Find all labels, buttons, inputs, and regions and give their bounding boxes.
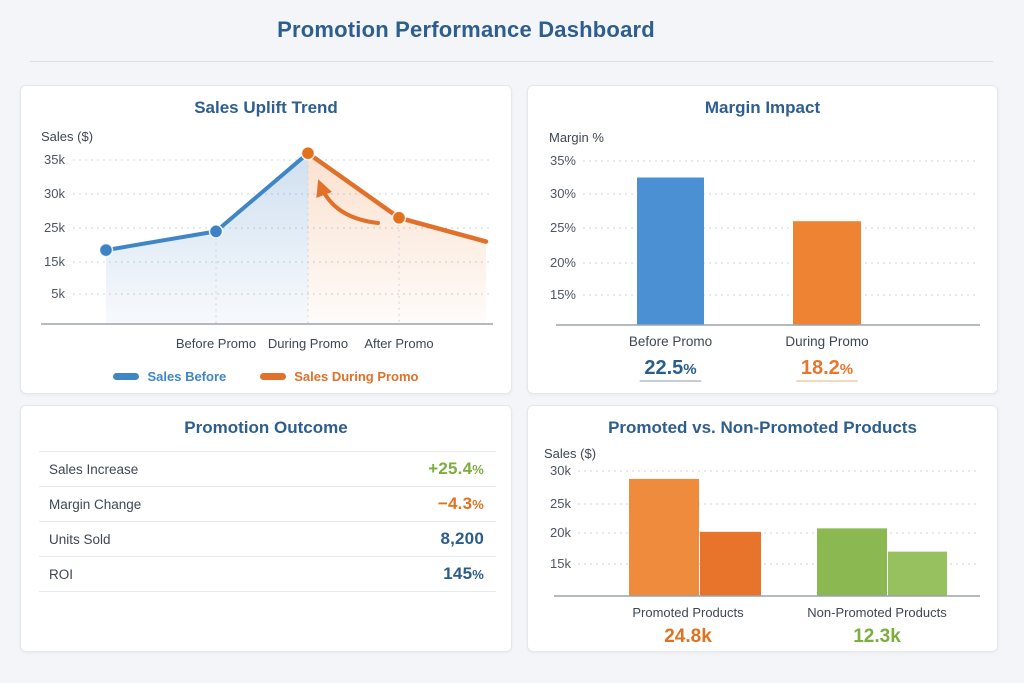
y-tick-label: 35k <box>44 152 65 167</box>
data-point <box>300 145 316 161</box>
y-tick-label: 20k <box>550 525 571 540</box>
y-tick-label: 15k <box>44 254 65 269</box>
table-row: Margin Change −4.3% <box>39 487 496 522</box>
panel-promotion-outcome: Promotion Outcome Sales Increase +25.4% Ma… <box>20 405 512 652</box>
data-point <box>391 210 407 226</box>
metric-label: ROI <box>49 566 74 582</box>
y-tick-label: 30k <box>44 186 65 201</box>
x-category-label: Before Promo <box>176 336 256 351</box>
decline-arrow-annotation <box>316 179 380 225</box>
legend-label: Sales Before <box>147 368 227 384</box>
y-tick-label: 25k <box>44 220 65 235</box>
y-axis-label-sales: Sales ($) <box>41 129 94 144</box>
y-tick-label: 15k <box>550 556 571 571</box>
x-category-label: Promoted Products <box>632 605 744 620</box>
promoted-vs-nonpromoted-bar-chart: 30k 25k 20k 15k Promoted Products 24.8k Non-Pr… <box>550 463 980 647</box>
panel-margin-impact: Margin Impact Margin % 35% 30% 25% 20% 15% Be… <box>527 85 998 394</box>
margin-impact-bar-chart: 35% 30% 25% 20% 15% Before Promo 22.5% During P… <box>550 153 980 382</box>
displayed-total-value: 24.8k <box>664 626 712 647</box>
panel-promoted-vs-nonpromoted: Promoted vs. Non-Promoted Products Sales… <box>527 405 998 652</box>
data-point <box>208 224 224 239</box>
y-tick-label: 30% <box>550 186 576 201</box>
legend-swatch <box>113 372 140 380</box>
data-point <box>98 242 114 258</box>
metric-label: Margin Change <box>49 496 142 512</box>
outcome-table: Sales Increase +25.4% Margin Change −4.3% Un… <box>39 451 496 592</box>
table-title-promotion-outcome: Promotion Outcome <box>184 418 348 437</box>
y-tick-label: 35% <box>550 153 576 168</box>
chart-title-margin-impact: Margin Impact <box>704 98 821 117</box>
y-axis-label-margin: Margin % <box>549 130 604 145</box>
legend-label: Sales During Promo <box>294 368 419 384</box>
metric-label: Units Sold <box>49 531 111 547</box>
y-tick-label: 30k <box>550 463 571 478</box>
legend-item: Sales Before <box>113 369 226 384</box>
y-tick-label: 20% <box>550 255 576 270</box>
chart-title-promoted-vs-nonpromoted: Promoted vs. Non-Promoted Products <box>608 418 917 437</box>
x-category-label: After Promo <box>364 336 433 351</box>
metric-value-suffix: % <box>472 497 484 512</box>
sales-uplift-line-chart: 35k 30k 25k 15k 5k Before Promo During Promo Af… <box>41 145 493 351</box>
displayed-margin-value: 18.2% <box>801 357 853 379</box>
x-category-label: Non-Promoted Products <box>807 605 947 620</box>
metric-value: +25.4% <box>428 459 484 478</box>
sales-during-area <box>308 153 486 324</box>
bar-group2-2 <box>888 551 947 596</box>
x-category-label: During Promo <box>785 334 868 349</box>
displayed-total-value: 12.3k <box>853 626 901 647</box>
chart-title-sales-uplift: Sales Uplift Trend <box>194 98 338 117</box>
y-tick-label: 25k <box>550 496 571 511</box>
value-underline <box>639 380 702 382</box>
metric-value-suffix: % <box>472 462 484 477</box>
table-row: ROI 145% <box>39 557 496 592</box>
y-axis-label-sales-2: Sales ($) <box>544 446 597 461</box>
table-row: Units Sold 8,200 <box>39 522 496 557</box>
y-tick-label: 15% <box>550 287 576 302</box>
legend-swatch <box>260 372 287 380</box>
x-category-label: Before Promo <box>629 334 712 349</box>
panel-sales-uplift-trend: Sales Uplift Trend Sales ($) 35k 30k 25k 15… <box>20 85 512 394</box>
chart-legend: Sales Before Sales During Promo <box>21 366 511 386</box>
metric-value-suffix: % <box>472 567 484 582</box>
value-underline <box>796 380 858 382</box>
bar-before-promo <box>637 177 704 325</box>
metric-value: 145% <box>443 564 484 583</box>
bar-group2-1 <box>817 528 887 596</box>
table-row: Sales Increase +25.4% <box>39 452 496 487</box>
metric-label: Sales Increase <box>49 461 139 477</box>
metric-value: 8,200 <box>440 529 484 548</box>
bar-group1-1 <box>629 478 699 596</box>
sales-before-area <box>106 153 308 324</box>
displayed-margin-value: 22.5% <box>644 357 696 379</box>
legend-item: Sales During Promo <box>260 368 419 384</box>
x-category-label: During Promo <box>268 336 348 351</box>
header-divider <box>30 61 993 62</box>
y-tick-label: 25% <box>550 220 576 235</box>
metric-value: −4.3% <box>437 494 484 513</box>
page-title: Promotion Performance Dashboard <box>277 17 655 42</box>
bar-during-promo <box>793 221 861 325</box>
bar-group1-2 <box>700 531 761 596</box>
y-tick-label: 5k <box>51 286 65 301</box>
